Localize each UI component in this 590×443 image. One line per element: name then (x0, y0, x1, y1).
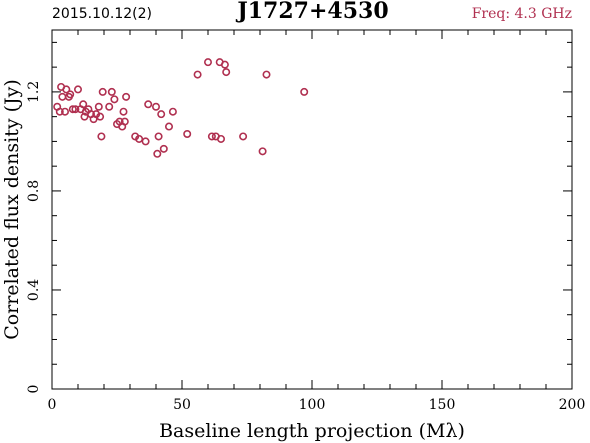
y-tick-label: 1.2 (26, 81, 42, 103)
x-tick-label: 150 (429, 397, 456, 413)
x-tick-label: 100 (299, 397, 326, 413)
data-point (239, 132, 248, 141)
data-point (97, 132, 106, 141)
data-point (157, 110, 166, 119)
data-point (207, 132, 216, 141)
data-point (135, 134, 144, 143)
data-point (62, 85, 71, 94)
data-point (58, 92, 67, 101)
data-point (107, 87, 116, 96)
data-point (96, 112, 105, 121)
data-point (154, 132, 163, 141)
data-point (68, 105, 77, 114)
observation-date: 2015.10.12(2) (52, 6, 152, 22)
data-point (262, 70, 271, 79)
data-point (144, 100, 153, 109)
plot-frame (51, 29, 573, 390)
data-point (55, 107, 64, 116)
data-point (79, 100, 88, 109)
data-point (71, 105, 80, 114)
data-point (98, 87, 107, 96)
data-point (152, 102, 161, 111)
x-tick-label: 200 (559, 397, 586, 413)
data-point (204, 58, 213, 67)
data-point (122, 92, 131, 101)
y-tick-label: 0.8 (26, 180, 42, 202)
frequency-label: Freq: 4.3 GHz (472, 6, 572, 22)
x-axis-label: Baseline length projection (Mλ) (159, 420, 465, 442)
data-point (74, 85, 83, 94)
data-point (159, 144, 168, 153)
source-title: J1727+4530 (235, 0, 388, 24)
data-point (80, 112, 89, 121)
y-axis-label: Correlated flux density (Jy) (1, 79, 23, 340)
data-point (105, 102, 114, 111)
data-point (141, 137, 150, 146)
data-point (66, 90, 75, 99)
x-tick-labels: 0 50 100 150 200 (48, 397, 586, 413)
x-tick-label: 50 (173, 397, 191, 413)
data-point (119, 107, 128, 116)
data-point (258, 147, 267, 156)
data-point (153, 149, 162, 158)
data-point (168, 107, 177, 116)
y-tick-labels: 0 0.4 0.8 1.2 (26, 81, 42, 394)
data-point (220, 60, 229, 69)
data-point (110, 95, 119, 104)
x-tick-label: 0 (48, 397, 57, 413)
data-point (60, 107, 69, 116)
data-point (183, 129, 192, 138)
y-tick-label: 0 (26, 385, 42, 394)
data-point (193, 70, 202, 79)
axis-ticks (51, 30, 573, 390)
data-point (94, 102, 103, 111)
y-tick-label: 0.4 (26, 279, 42, 301)
data-point (222, 68, 231, 77)
data-point (300, 87, 309, 96)
data-point (120, 117, 129, 126)
data-point (217, 134, 226, 143)
data-points (53, 58, 309, 158)
data-point (165, 122, 174, 131)
